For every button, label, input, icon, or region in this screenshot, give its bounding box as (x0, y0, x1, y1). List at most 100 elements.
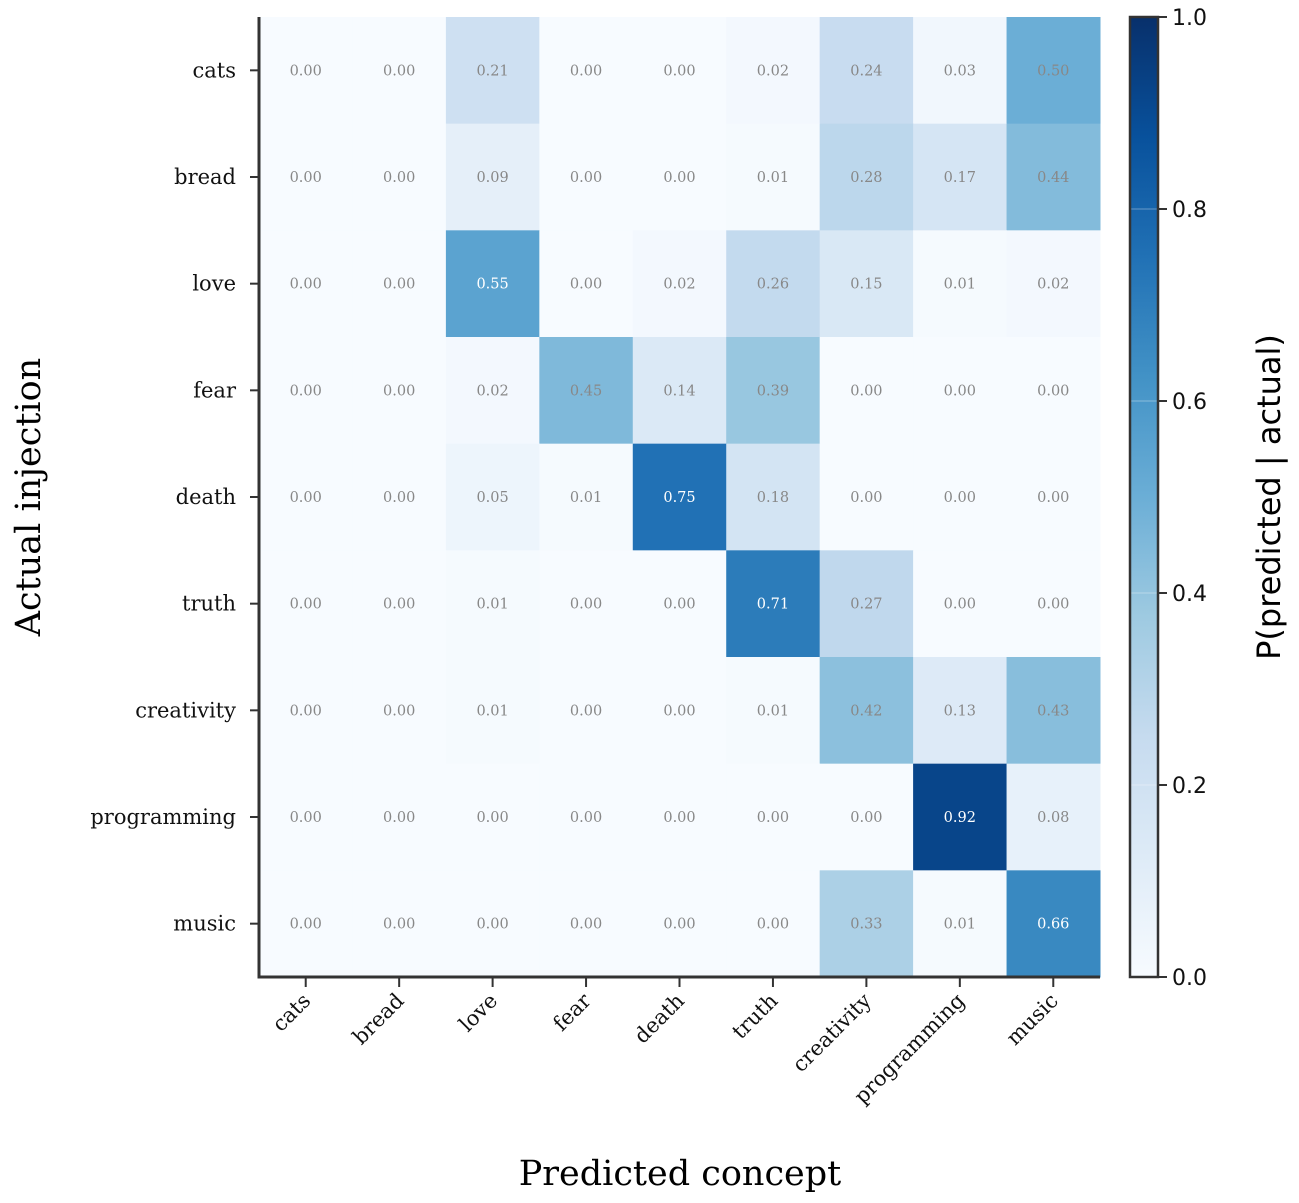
x-axis-label: Predicted concept (519, 1154, 842, 1194)
heatmap-cell (259, 123, 353, 231)
cell-value: 0.00 (1037, 490, 1069, 506)
cell-value: 0.00 (383, 277, 415, 293)
cell-value: 0.00 (383, 917, 415, 933)
cell-value: 0.00 (757, 810, 789, 826)
heatmap-cell (632, 550, 727, 658)
cell-value: 0.00 (290, 277, 322, 293)
cell-value: 0.66 (1037, 917, 1069, 933)
heatmap-cell (819, 123, 914, 231)
heatmap-cell (913, 870, 1008, 978)
colorbar: 0.0 0.2 0.4 0.6 0.8 1.0 P(predicted | actual) (1128, 6, 1288, 991)
colorbar-tick-label: 0.4 (1172, 582, 1207, 607)
heatmap-cell (445, 123, 540, 231)
cell-value: 0.15 (850, 277, 882, 293)
heatmap-cell (819, 763, 914, 871)
cell-value: 0.02 (476, 383, 508, 399)
x-tick-label: love (454, 989, 502, 1037)
cell-value: 0.00 (476, 917, 508, 933)
heatmap-cell (259, 337, 353, 445)
cell-value: 0.00 (570, 277, 602, 293)
colorbar-ticks: 0.0 0.2 0.4 0.6 0.8 1.0 (1130, 6, 1207, 991)
cell-value: 0.13 (944, 703, 976, 719)
y-tick-label: cats (193, 58, 237, 82)
heatmap-cell (352, 123, 447, 231)
heatmap-cell (259, 763, 353, 871)
heatmap-cell (632, 870, 727, 978)
cell-value: 0.33 (850, 917, 882, 933)
cell-value: 0.01 (944, 277, 976, 293)
cell-value: 0.00 (290, 170, 322, 186)
heatmap-cell (1006, 870, 1101, 978)
heatmap-cell (819, 657, 914, 765)
heatmap-cell (819, 443, 914, 551)
cell-value: 0.00 (850, 383, 882, 399)
cell-value: 0.00 (290, 917, 322, 933)
heatmap-cell (352, 763, 447, 871)
x-tick-label: fear (548, 988, 596, 1036)
cell-value: 0.00 (570, 63, 602, 79)
heatmap-cells (259, 17, 1101, 978)
cell-value: 0.00 (383, 597, 415, 613)
cell-value: 0.00 (290, 703, 322, 719)
cell-value: 0.00 (1037, 383, 1069, 399)
heatmap-cell (259, 443, 353, 551)
heatmap-cell (352, 230, 447, 338)
cell-value: 0.55 (476, 277, 508, 293)
cell-value: 0.08 (1037, 810, 1069, 826)
heatmap-cell (913, 443, 1008, 551)
heatmap-cell (1006, 17, 1101, 125)
heatmap-cell (445, 337, 540, 445)
cell-value: 0.02 (663, 277, 695, 293)
heatmap-cell (1006, 763, 1101, 871)
colorbar-tick-label: 0.8 (1172, 198, 1207, 223)
cell-value: 0.28 (850, 170, 882, 186)
y-tick-label: love (192, 272, 236, 296)
cell-value: 0.00 (383, 703, 415, 719)
cell-value: 0.92 (944, 810, 976, 826)
heatmap-cell (539, 657, 634, 765)
heatmap-cell (352, 550, 447, 658)
colorbar-tick-label: 0.6 (1172, 390, 1207, 415)
heatmap-cell (632, 763, 727, 871)
cell-value: 0.02 (1037, 277, 1069, 293)
heatmap-cell (445, 657, 540, 765)
cell-value: 0.01 (570, 490, 602, 506)
heatmap-cell (632, 337, 727, 445)
heatmap-cell (913, 230, 1008, 338)
cell-value: 0.00 (290, 810, 322, 826)
x-tick-label: death (629, 989, 689, 1049)
heatmap-cell (632, 230, 727, 338)
cell-value: 0.00 (850, 490, 882, 506)
colorbar-gradient (1130, 17, 1158, 977)
cell-value: 0.50 (1037, 63, 1069, 79)
cell-value: 0.03 (944, 63, 976, 79)
cell-value: 0.00 (570, 810, 602, 826)
cell-value: 0.17 (944, 170, 976, 186)
y-axis-ticks: cats bread love fear death truth creativity pro… (90, 58, 259, 936)
cell-value: 0.00 (850, 810, 882, 826)
cell-value: 0.75 (663, 490, 695, 506)
cell-value: 0.45 (570, 383, 602, 399)
heatmap-cell (539, 337, 634, 445)
heatmap-cell (445, 763, 540, 871)
heatmap-cell (632, 123, 727, 231)
cell-value: 0.05 (476, 490, 508, 506)
cell-value: 0.26 (757, 277, 789, 293)
heatmap-cell (819, 337, 914, 445)
heatmap-cell (913, 17, 1008, 125)
heatmap-cell (1006, 657, 1101, 765)
heatmap-cell (445, 870, 540, 978)
cell-value: 0.71 (757, 597, 789, 613)
cell-value: 0.00 (1037, 597, 1069, 613)
cell-value: 0.24 (850, 63, 882, 79)
heatmap-cell (352, 657, 447, 765)
heatmap-cell (539, 550, 634, 658)
cell-value: 0.01 (476, 597, 508, 613)
heatmap-cell (726, 443, 821, 551)
cell-value: 0.00 (383, 63, 415, 79)
heatmap-cell (539, 763, 634, 871)
cell-value: 0.39 (757, 383, 789, 399)
x-tick-label: truth (727, 989, 782, 1044)
cell-value: 0.00 (383, 810, 415, 826)
